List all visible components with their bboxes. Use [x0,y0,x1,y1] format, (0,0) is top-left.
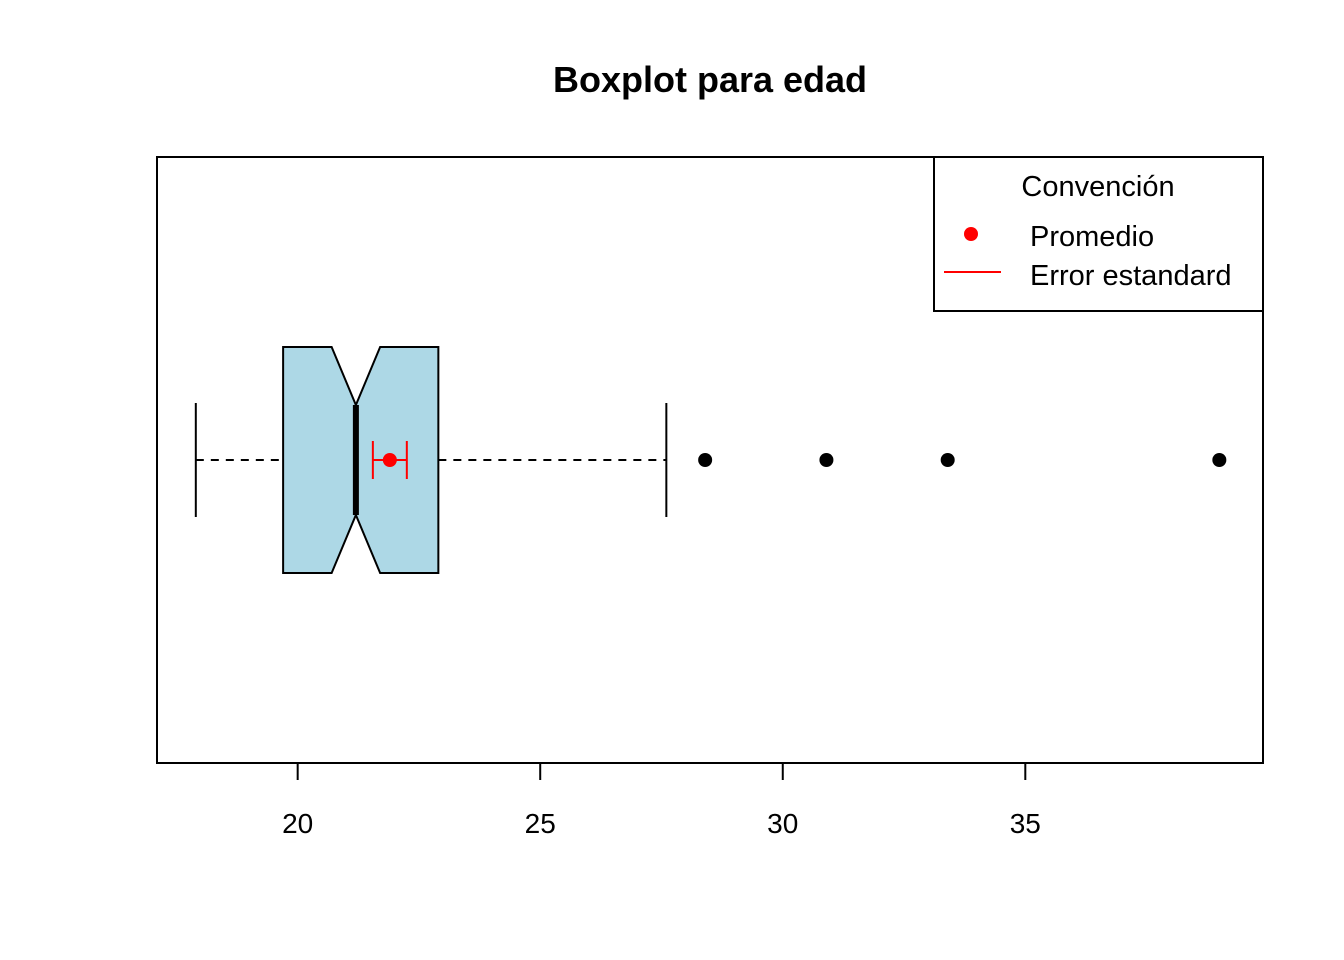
outlier-point [1212,453,1227,467]
legend-label-promedio: Promedio [1030,221,1154,253]
legend-box [933,156,1264,312]
outlier-point [819,453,834,467]
x-tick-label: 35 [1010,808,1041,839]
x-tick-label: 20 [282,808,313,839]
mean-point [382,453,397,467]
outlier-points [698,453,1227,467]
legend-title: Convención [1021,171,1174,203]
outlier-point [940,453,955,467]
legend-mean-point-icon [964,227,978,241]
x-axis: 20 25 30 35 [282,762,1041,839]
box-body [282,346,440,574]
chart-title: Boxplot para edad [553,59,867,100]
outlier-point [698,453,713,467]
boxplot-group [194,346,668,574]
x-tick-label: 30 [767,808,798,839]
x-tick-label: 25 [525,808,556,839]
mean-error-marker [371,441,408,479]
legend: Convención Promedio Error estandard [933,156,1264,312]
legend-label-error: Error estandard [1030,260,1232,292]
